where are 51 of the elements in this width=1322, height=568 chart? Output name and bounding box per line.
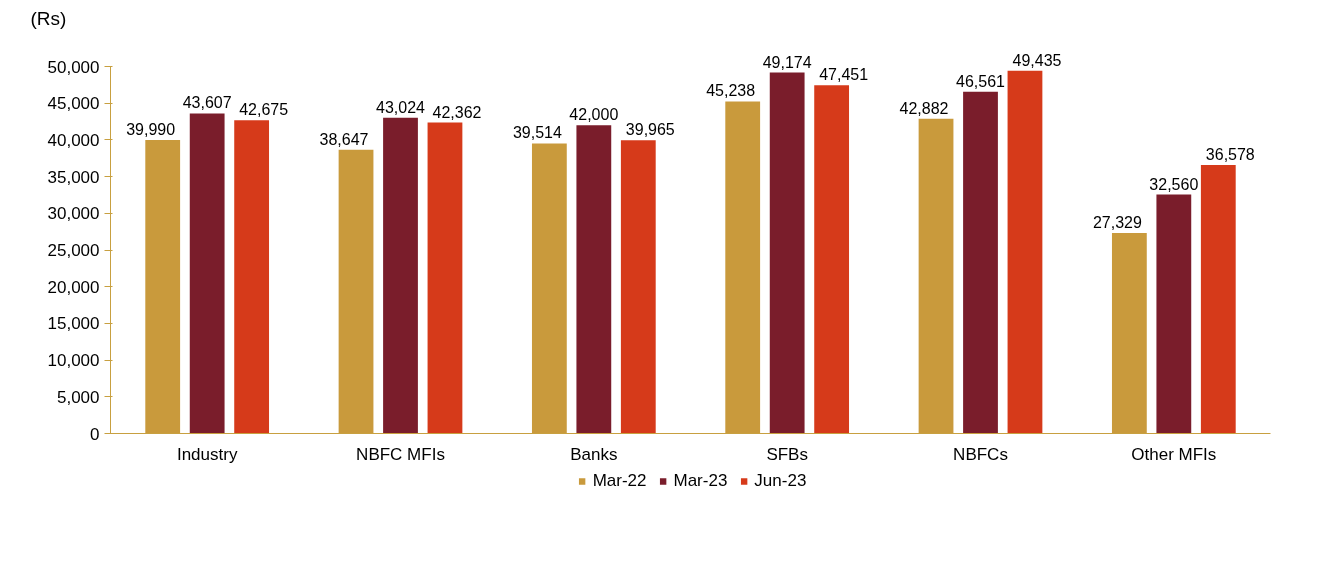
- bar: [383, 117, 418, 434]
- y-tick-label: 30,000: [47, 204, 100, 224]
- y-tick-label: 10,000: [47, 351, 100, 371]
- legend-label: Mar-22: [592, 471, 647, 491]
- data-label: 45,238: [706, 82, 756, 100]
- data-label: 46,561: [956, 72, 1006, 90]
- data-label: 42,882: [899, 99, 949, 117]
- y-tick-label: 20,000: [47, 277, 100, 297]
- data-label: 39,514: [512, 124, 562, 142]
- data-label: 43,607: [182, 94, 232, 112]
- x-tick-label: Industry: [176, 444, 238, 464]
- legend-label: Mar-23: [673, 471, 728, 491]
- data-label: 39,990: [126, 121, 176, 138]
- bar: [427, 122, 463, 434]
- bar: [1007, 70, 1043, 434]
- y-tick-label: 25,000: [47, 241, 100, 261]
- y-axis-title: (Rs): [30, 7, 67, 29]
- x-tick-label: Other MFIs: [1131, 444, 1217, 464]
- data-label: 42,362: [432, 103, 482, 121]
- bar: [620, 140, 656, 434]
- y-tick-label: 0: [90, 424, 100, 444]
- data-label: 42,000: [569, 106, 619, 124]
- bar: [234, 120, 270, 434]
- y-tick-label: 45,000: [47, 94, 100, 114]
- bar: [189, 113, 225, 434]
- x-tick-label: Banks: [570, 444, 618, 464]
- data-label: 42,675: [239, 101, 289, 119]
- data-label: 47,451: [819, 66, 869, 84]
- y-tick-label: 15,000: [47, 314, 100, 334]
- bar: [1156, 194, 1192, 434]
- x-tick-label: SFBs: [766, 444, 808, 464]
- legend-label: Jun-23: [754, 471, 807, 491]
- data-label: 27,329: [1092, 213, 1142, 231]
- data-label: 49,435: [1012, 51, 1062, 69]
- bar: [814, 85, 850, 434]
- y-tick-label: 40,000: [47, 130, 100, 150]
- data-label: 36,578: [1205, 146, 1255, 164]
- bar: [769, 72, 805, 434]
- data-label: 32,560: [1149, 175, 1199, 193]
- bar: [576, 125, 612, 434]
- data-label: 39,965: [625, 121, 675, 139]
- y-tick-label: 50,000: [47, 57, 100, 77]
- y-tick-label: 5,000: [56, 387, 100, 407]
- x-tick-label: NBFCs: [953, 444, 1008, 464]
- y-tick-label: 35,000: [47, 167, 100, 187]
- x-tick-label: NBFC MFIs: [356, 444, 445, 464]
- bar: [963, 91, 998, 434]
- data-label: 43,024: [376, 98, 426, 116]
- data-label: 49,174: [762, 53, 812, 71]
- data-label: 38,647: [319, 130, 369, 148]
- bar: [1200, 165, 1236, 434]
